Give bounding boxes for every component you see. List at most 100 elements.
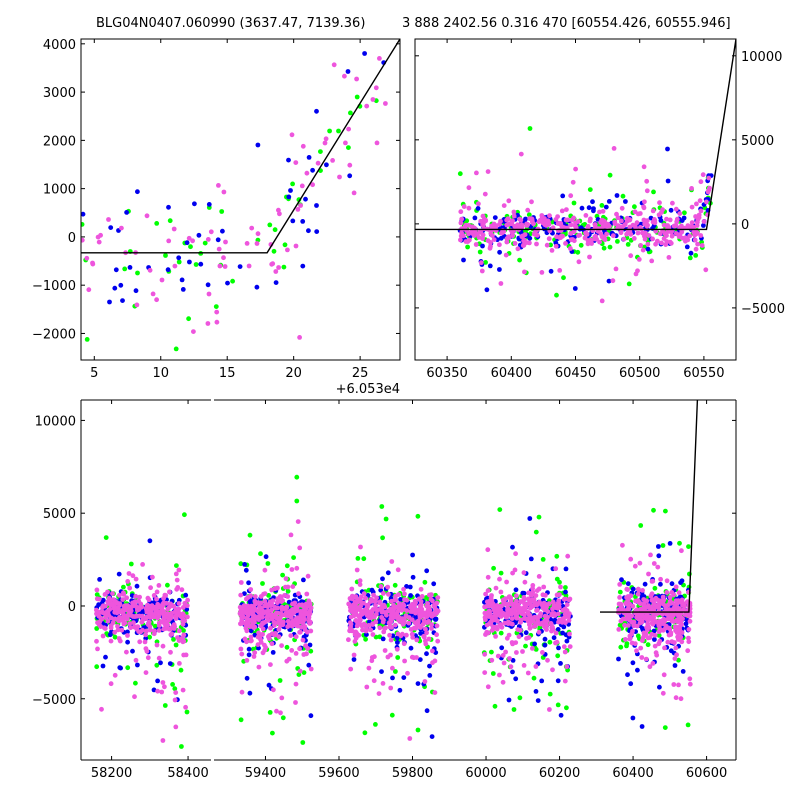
data-point-pink xyxy=(525,596,531,602)
data-point-pink xyxy=(297,646,302,652)
data-point-pink xyxy=(611,146,617,151)
data-point-pink xyxy=(304,629,310,635)
data-point-pink xyxy=(701,219,707,224)
data-point-pink xyxy=(435,595,441,600)
data-point-pink xyxy=(511,209,517,215)
data-point-blue xyxy=(404,584,409,589)
data-point-pink xyxy=(655,564,661,570)
data-point-blue xyxy=(242,562,248,567)
data-point-pink xyxy=(293,700,298,705)
data-point-pink xyxy=(115,623,120,629)
data-point-pink xyxy=(120,618,125,623)
data-point-pink xyxy=(173,690,179,695)
data-point-pink xyxy=(476,235,482,240)
top-left-x-tick-label: 5 xyxy=(90,366,98,381)
data-point-green xyxy=(154,221,160,226)
data-point-blue xyxy=(625,581,631,587)
data-point-pink xyxy=(96,609,102,615)
data-point-blue xyxy=(563,589,568,595)
data-point-pink xyxy=(692,237,698,243)
data-point-green xyxy=(392,582,398,588)
data-point-pink xyxy=(151,593,157,598)
data-point-pink xyxy=(694,229,699,235)
data-point-pink xyxy=(361,621,367,627)
data-point-pink xyxy=(239,689,245,695)
data-point-pink xyxy=(377,625,383,631)
data-point-pink xyxy=(673,223,679,229)
data-point-pink xyxy=(483,632,488,637)
data-point-pink xyxy=(542,624,547,630)
data-point-pink xyxy=(477,230,483,235)
data-point-blue xyxy=(418,631,423,636)
data-point-pink xyxy=(349,628,355,634)
data-point-pink xyxy=(510,641,515,647)
top-right-x-tick-label: 60500 xyxy=(619,366,660,381)
data-point-pink xyxy=(531,231,537,237)
data-point-blue xyxy=(558,712,564,718)
data-point-pink xyxy=(130,573,136,579)
data-point-green xyxy=(188,244,193,250)
data-point-green xyxy=(607,244,613,250)
data-point-green xyxy=(135,270,140,276)
data-point-pink xyxy=(545,221,551,227)
data-point-pink xyxy=(429,622,435,627)
data-point-pink xyxy=(550,599,556,605)
data-point-pink xyxy=(554,639,560,645)
data-point-pink xyxy=(637,620,643,626)
data-point-pink xyxy=(621,236,627,242)
data-point-green xyxy=(587,187,593,193)
data-point-pink xyxy=(583,213,589,218)
data-point-green xyxy=(620,193,626,199)
data-point-blue xyxy=(630,586,636,592)
data-point-pink xyxy=(518,619,523,625)
data-point-green xyxy=(607,172,613,178)
data-point-pink xyxy=(674,219,680,225)
data-point-green xyxy=(267,710,273,715)
data-point-pink xyxy=(308,666,314,672)
data-point-green xyxy=(300,740,306,745)
data-point-green xyxy=(179,744,184,749)
data-point-green xyxy=(527,126,533,131)
data-point-pink xyxy=(585,223,591,229)
data-point-blue xyxy=(523,630,529,636)
data-point-pink xyxy=(296,591,301,597)
data-point-blue xyxy=(623,199,628,204)
data-point-pink xyxy=(256,664,262,670)
data-point-pink xyxy=(509,616,515,621)
data-point-blue xyxy=(179,277,185,283)
data-point-blue xyxy=(539,678,545,684)
data-point-pink xyxy=(238,646,244,652)
data-point-pink xyxy=(459,216,465,222)
data-point-blue xyxy=(347,173,353,179)
data-point-pink xyxy=(461,204,467,210)
data-point-pink xyxy=(395,609,401,614)
data-point-pink xyxy=(249,225,255,231)
data-point-pink xyxy=(250,611,256,617)
data-point-blue xyxy=(112,285,118,291)
data-point-green xyxy=(133,680,138,686)
data-point-pink xyxy=(180,605,186,610)
data-point-pink xyxy=(655,238,660,244)
data-point-pink xyxy=(253,601,258,607)
data-point-green xyxy=(490,671,496,676)
data-point-pink xyxy=(276,207,281,213)
data-point-green xyxy=(172,686,178,692)
data-point-blue xyxy=(398,597,403,602)
data-point-pink xyxy=(154,642,160,648)
data-point-blue xyxy=(551,635,557,641)
data-point-pink xyxy=(173,724,179,730)
data-point-pink xyxy=(686,627,692,632)
data-point-green xyxy=(554,292,559,298)
data-point-pink xyxy=(642,199,647,205)
data-point-pink xyxy=(493,585,499,591)
data-point-pink xyxy=(616,627,622,632)
data-point-pink xyxy=(146,609,151,615)
data-point-pink xyxy=(120,597,126,602)
data-point-green xyxy=(511,707,517,712)
top-left-y-tick-label: −2000 xyxy=(32,327,76,342)
data-point-pink xyxy=(351,605,357,611)
data-point-pink xyxy=(541,584,547,590)
data-point-blue xyxy=(424,568,430,574)
data-point-pink xyxy=(409,617,415,623)
data-point-green xyxy=(517,257,522,263)
